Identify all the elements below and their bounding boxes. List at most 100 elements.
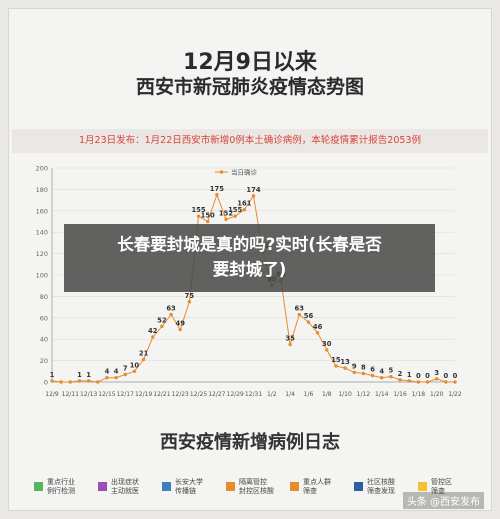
x-tick-label: 12/31 <box>245 391 262 398</box>
y-tick-label: 180 <box>36 186 48 194</box>
y-tick-label: 20 <box>40 357 48 365</box>
data-point <box>361 371 366 376</box>
data-point <box>407 379 411 383</box>
data-point <box>187 300 192 304</box>
y-tick-label: 140 <box>36 229 48 237</box>
data-label: 3 <box>434 369 439 377</box>
data-label: 0 <box>443 372 448 380</box>
x-tick-label: 12/13 <box>80 391 97 398</box>
data-point <box>114 376 118 380</box>
data-label: 174 <box>246 186 260 194</box>
legend-marker <box>219 170 224 174</box>
y-tick-label: 100 <box>36 272 48 280</box>
headline-overlay[interactable]: 长春要封城是真的吗?实时(长春是否 要封城了) <box>64 224 435 292</box>
data-label: 150 <box>201 212 215 220</box>
data-point <box>425 380 430 384</box>
data-point <box>96 380 100 384</box>
data-label: 175 <box>210 185 224 193</box>
y-tick-label: 40 <box>40 336 48 344</box>
data-label: 1 <box>407 371 412 379</box>
data-label: 63 <box>295 305 305 313</box>
data-label: 152 <box>219 209 233 217</box>
legend-label: 出现症状 主动就医 <box>111 478 139 495</box>
legend-item: 重点行业 例行检测 <box>34 478 106 508</box>
data-point <box>343 366 347 370</box>
data-point <box>380 376 384 380</box>
x-tick-label: 12/19 <box>135 391 152 398</box>
data-label: 6 <box>370 366 375 374</box>
legend-swatch <box>354 482 363 491</box>
data-label: 13 <box>340 358 350 366</box>
x-tick-label: 1/8 <box>322 391 332 398</box>
data-label: 1 <box>77 371 82 379</box>
data-point <box>132 369 137 373</box>
legend-item: 隔离管控 封控区核酸 <box>226 478 298 508</box>
data-point <box>242 208 247 212</box>
data-label: 30 <box>322 340 332 348</box>
data-point <box>389 374 393 379</box>
legend-label: 长安大学 传播链 <box>175 478 203 495</box>
data-point <box>141 357 146 362</box>
data-point <box>325 348 329 352</box>
y-tick-label: 160 <box>36 207 48 215</box>
data-label: 15 <box>331 356 341 364</box>
data-point <box>77 379 82 383</box>
data-point <box>306 320 311 324</box>
data-label: 9 <box>352 362 357 370</box>
x-tick-label: 1/18 <box>412 391 426 398</box>
x-tick-label: 1/22 <box>448 391 462 398</box>
legend-swatch <box>98 482 107 491</box>
legend-item: 出现症状 主动就医 <box>98 478 170 508</box>
x-tick-label: 12/27 <box>208 391 225 398</box>
data-label: 8 <box>361 363 366 371</box>
legend-label: 管控区 筛查 <box>431 478 452 495</box>
data-label: 5 <box>389 367 394 375</box>
data-label: 0 <box>416 372 421 380</box>
data-point <box>169 312 173 317</box>
legend-swatch <box>418 482 427 491</box>
data-label: 4 <box>379 368 384 376</box>
data-point <box>105 376 109 380</box>
data-point <box>297 312 301 317</box>
data-label: 56 <box>304 312 314 320</box>
x-tick-label: 12/29 <box>227 391 244 398</box>
legend-label: 当日确诊 <box>231 168 258 177</box>
x-tick-label: 1/14 <box>375 391 389 398</box>
x-tick-label: 1/2 <box>267 391 277 398</box>
legend-label: 重点人群 筛查 <box>303 478 331 495</box>
data-label: 155 <box>191 206 205 214</box>
x-tick-label: 12/23 <box>172 391 189 398</box>
x-tick-label: 12/17 <box>117 391 134 398</box>
legend-swatch <box>162 482 171 491</box>
data-point <box>215 193 219 197</box>
data-point <box>206 219 210 224</box>
x-tick-label: 1/4 <box>285 391 295 398</box>
legend-label: 隔离管控 封控区核酸 <box>239 478 274 495</box>
legend-item: 社区核酸 筛查发现 <box>354 478 426 508</box>
data-point <box>233 214 237 218</box>
title-date-range: 12月9日以来 <box>183 50 317 75</box>
x-tick-label: 12/9 <box>45 391 59 398</box>
chart-title: 西安市新冠肺炎疫情态势图 <box>135 76 364 98</box>
legend-swatch <box>290 482 299 491</box>
data-point <box>444 380 448 384</box>
x-tick-label: 12/21 <box>153 391 170 398</box>
data-label: 1 <box>50 371 55 379</box>
data-point <box>50 379 54 383</box>
x-tick-label: 1/10 <box>338 391 352 398</box>
data-point <box>178 327 182 332</box>
data-point <box>68 380 73 384</box>
overlay-line-1: 长春要封城是真的吗?实时(长春是否 <box>117 235 382 254</box>
y-tick-label: 120 <box>36 250 48 258</box>
x-tick-label: 12/15 <box>98 391 115 398</box>
data-label: 35 <box>285 335 295 343</box>
data-point <box>151 335 155 339</box>
data-point <box>224 217 228 222</box>
data-point <box>370 373 375 378</box>
data-label: 63 <box>166 305 176 313</box>
data-point <box>123 372 127 377</box>
y-tick-label: 200 <box>36 165 48 173</box>
legend-swatch <box>226 482 235 491</box>
data-point <box>315 331 320 335</box>
data-label: 0 <box>453 372 458 380</box>
